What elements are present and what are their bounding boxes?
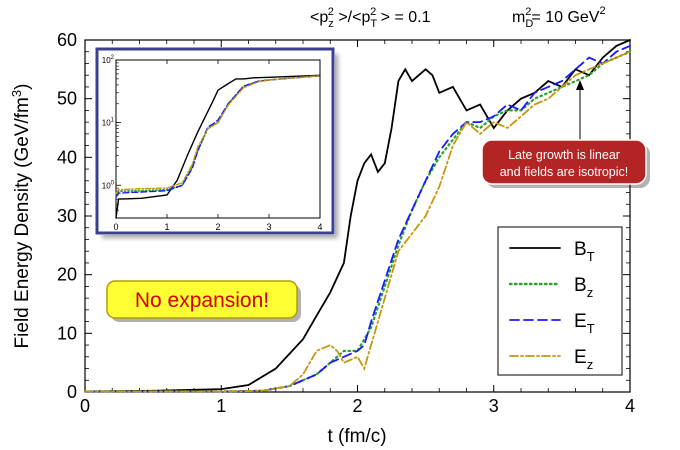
inset-series-group — [115, 74, 321, 219]
legend: BT Bz ET Ez — [497, 226, 623, 376]
legend-label: Ez — [574, 347, 593, 372]
late-growth-line-1: Late growth is linear — [508, 148, 620, 162]
x-tick-label: 1 — [216, 396, 226, 416]
x-tick-label: 2 — [352, 396, 362, 416]
inset-series-line-b-z — [115, 74, 321, 196]
y-tick-label: 0 — [67, 382, 77, 402]
ratio-label: <pz2 >/<pT2 > = 0.1 — [310, 6, 431, 30]
legend-label: BT — [574, 239, 595, 264]
y-tick-label: 20 — [57, 265, 77, 285]
mass-label: mD2= 10 GeV2 — [512, 5, 606, 30]
x-axis-title: t (fm/c) — [327, 426, 386, 447]
inset-y-tick-label: 101 — [102, 118, 115, 128]
late-growth-arrowhead — [576, 80, 584, 90]
inset-x-tick-label: 1 — [164, 222, 169, 232]
y-tick-label: 30 — [57, 206, 77, 226]
inset-x-tick-label: 2 — [215, 222, 220, 232]
inset-plot: 0 1 2 3 4 100 101 102 — [95, 47, 335, 235]
x-tick-label: 0 — [80, 396, 90, 416]
inset-y-tick-label: 100 — [102, 180, 115, 190]
inset-series-line-b-t — [115, 74, 321, 219]
no-expansion-box — [106, 280, 298, 319]
y-tick-label: 50 — [57, 89, 77, 109]
main-series-group — [83, 39, 632, 393]
series-line-e-z — [84, 50, 631, 393]
legend-box — [497, 226, 623, 376]
inset-x-tick-label: 4 — [317, 222, 322, 232]
y-tick-label: 40 — [57, 147, 77, 167]
series-line-e-t — [84, 45, 631, 393]
inset-border — [95, 47, 335, 235]
y-axis-title: Field Energy Density (GeV/fm3) — [9, 84, 33, 349]
inset-y-tick-label: 102 — [102, 55, 115, 65]
late-growth-line-2: and fields are isotropic! — [500, 165, 629, 179]
no-expansion-text: No expansion! — [135, 289, 269, 312]
late-growth-box — [481, 139, 647, 185]
x-axis-ticks: 0 1 2 3 4 — [80, 40, 635, 416]
inset-series-line-e-z — [115, 75, 321, 194]
late-growth-callout: Late growth is linear and fields are iso… — [481, 80, 650, 188]
x-tick-label: 4 — [625, 396, 635, 416]
no-expansion-callout: No expansion! — [106, 280, 301, 322]
y-tick-label: 10 — [57, 323, 77, 343]
y-tick-label: 60 — [57, 30, 77, 50]
series-line-b-t — [84, 39, 631, 393]
inset-series-line-e-t — [115, 75, 321, 198]
legend-items: BT Bz ET Ez — [508, 239, 595, 372]
inset-x-tick-label: 0 — [113, 222, 118, 232]
legend-label: ET — [574, 311, 595, 336]
x-tick-label: 3 — [489, 396, 499, 416]
inset-x-tick-label: 3 — [266, 222, 271, 232]
inset-y-ticks: 100 101 102 — [102, 55, 121, 211]
inset-x-ticks: 0 1 2 3 4 — [113, 60, 323, 232]
legend-label: Bz — [574, 275, 593, 300]
